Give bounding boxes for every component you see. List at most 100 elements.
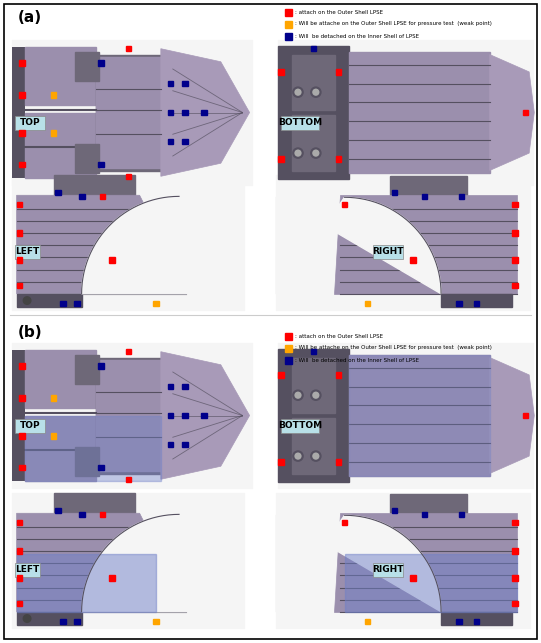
Bar — [96, 358, 161, 473]
Polygon shape — [334, 513, 517, 611]
Text: LEFT: LEFT — [15, 565, 39, 574]
Bar — [168, 442, 173, 448]
Bar — [201, 413, 207, 418]
Bar — [456, 619, 461, 624]
Bar — [51, 395, 56, 401]
Bar — [19, 60, 25, 66]
Bar — [98, 60, 104, 66]
Bar — [55, 508, 61, 513]
Circle shape — [292, 390, 304, 401]
Circle shape — [294, 422, 302, 430]
FancyBboxPatch shape — [15, 563, 40, 577]
Bar — [422, 512, 427, 518]
Bar — [98, 363, 104, 369]
Bar — [12, 350, 25, 481]
FancyBboxPatch shape — [281, 116, 319, 130]
Bar — [17, 548, 22, 554]
Polygon shape — [17, 195, 186, 294]
Bar — [60, 300, 66, 306]
Polygon shape — [161, 49, 249, 176]
Bar — [342, 520, 347, 525]
Bar — [512, 202, 518, 208]
Bar — [512, 575, 518, 581]
Bar — [182, 81, 188, 86]
Bar — [278, 40, 533, 185]
Polygon shape — [17, 554, 156, 611]
Bar — [19, 162, 25, 167]
Bar — [278, 372, 283, 377]
FancyBboxPatch shape — [373, 245, 403, 258]
Bar — [25, 47, 96, 105]
Bar — [153, 300, 159, 306]
Bar — [55, 190, 61, 195]
Bar — [54, 175, 135, 195]
Circle shape — [23, 615, 31, 622]
Bar — [292, 419, 335, 473]
Bar — [278, 343, 533, 488]
Bar — [25, 113, 96, 177]
Bar — [512, 520, 518, 525]
Bar — [80, 194, 85, 199]
Text: BOTTOM: BOTTOM — [278, 118, 322, 127]
Bar — [51, 433, 56, 439]
Bar — [182, 384, 188, 389]
Bar — [168, 81, 173, 86]
Circle shape — [312, 89, 320, 96]
Text: RIGHT: RIGHT — [372, 565, 403, 574]
Bar — [285, 333, 292, 340]
Polygon shape — [490, 358, 535, 473]
Bar — [459, 194, 464, 199]
FancyBboxPatch shape — [15, 419, 45, 433]
Circle shape — [310, 450, 322, 462]
Bar — [342, 202, 347, 208]
Bar — [292, 358, 335, 413]
Bar — [96, 55, 161, 170]
Text: : Will be attache on the Outer Shell LPSE for pressure test  (weak point): : Will be attache on the Outer Shell LPS… — [295, 21, 492, 26]
Circle shape — [294, 453, 302, 460]
Bar — [292, 55, 335, 109]
Polygon shape — [161, 352, 249, 479]
Circle shape — [294, 89, 302, 96]
Bar — [168, 110, 173, 115]
Bar — [474, 300, 479, 306]
Bar — [74, 300, 80, 306]
Bar — [182, 413, 188, 418]
Circle shape — [310, 390, 322, 401]
Text: TOP: TOP — [19, 118, 41, 127]
Bar — [512, 548, 518, 554]
Bar — [512, 257, 518, 263]
Bar — [276, 175, 530, 310]
Bar — [278, 349, 349, 482]
Bar — [75, 448, 99, 476]
Bar — [100, 512, 105, 518]
Bar — [12, 343, 252, 488]
Bar — [336, 459, 341, 465]
Bar — [168, 384, 173, 389]
Bar — [392, 508, 397, 513]
Text: BOTTOM: BOTTOM — [278, 421, 322, 430]
Text: (a): (a) — [18, 10, 42, 25]
Bar — [17, 202, 22, 208]
Bar — [278, 46, 349, 179]
Bar — [17, 575, 22, 581]
Bar — [51, 93, 56, 98]
Bar — [311, 349, 316, 354]
Polygon shape — [276, 515, 441, 611]
Bar — [349, 354, 490, 476]
Bar — [422, 194, 427, 199]
Bar — [51, 130, 56, 136]
Text: : attach on the Outer Shell LPSE: : attach on the Outer Shell LPSE — [295, 334, 383, 338]
Polygon shape — [17, 513, 186, 611]
Bar — [75, 145, 99, 174]
Bar — [100, 194, 105, 199]
Text: TOP: TOP — [19, 421, 41, 430]
Bar — [441, 611, 512, 625]
Bar — [25, 415, 96, 481]
Bar — [17, 294, 82, 307]
Circle shape — [292, 86, 304, 98]
Text: (b): (b) — [18, 325, 43, 340]
Bar — [336, 156, 341, 161]
Bar — [25, 350, 96, 408]
Bar — [19, 363, 25, 369]
Bar — [75, 51, 99, 80]
